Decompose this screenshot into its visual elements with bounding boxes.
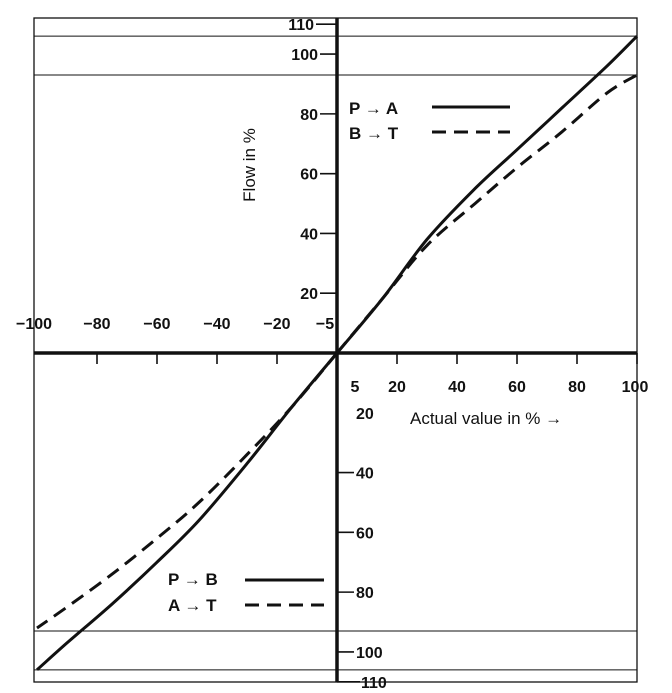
y-tick-label: 110 (288, 17, 314, 34)
series-line (36, 352, 339, 671)
legend-label: P → B (168, 570, 218, 589)
y-tick-label: 100 (291, 47, 318, 64)
x-tick-label: −100 (16, 316, 52, 333)
y-tick-label: 100 (356, 645, 383, 662)
y-tick-label: 110 (361, 675, 387, 692)
x-tick-label: −60 (143, 316, 170, 333)
legend-label: P → A (349, 99, 398, 118)
x-tick-label: 40 (448, 379, 466, 396)
y-axis-title: Flow in % (240, 128, 259, 202)
y-tick-label: 20 (356, 406, 374, 423)
x-tick-label: −80 (83, 316, 110, 333)
y-tick-label: 40 (300, 226, 318, 243)
y-tick-label: 20 (300, 286, 318, 303)
curves (36, 35, 639, 671)
y-tick-label: 80 (356, 585, 374, 602)
series-line (335, 35, 639, 354)
x-tick-label: −5 (316, 316, 334, 333)
x-tick-label: 100 (622, 379, 649, 396)
series-line (335, 73, 638, 354)
x-axis-title: Actual value in % → (410, 409, 562, 428)
series-line (36, 352, 339, 630)
legend-label: B → T (349, 124, 399, 143)
x-tick-label: 60 (508, 379, 526, 396)
y-tick-label: 60 (356, 525, 374, 542)
legend-label: A → T (168, 596, 217, 615)
axis-ticks: −100 −80 −60 −40 −20 −5 5 20 40 60 80 100 20 40 60 80 10… (16, 17, 648, 692)
y-tick-label: 40 (356, 466, 374, 483)
y-tick-label: 60 (300, 167, 318, 184)
y-tick-label: 80 (300, 107, 318, 124)
legend: P → A B → T P → B A → T (168, 99, 510, 615)
x-tick-label: 20 (388, 379, 406, 396)
x-tick-label: 5 (351, 379, 360, 396)
x-tick-label: −20 (263, 316, 290, 333)
x-tick-label: 80 (568, 379, 586, 396)
x-tick-label: −40 (203, 316, 230, 333)
